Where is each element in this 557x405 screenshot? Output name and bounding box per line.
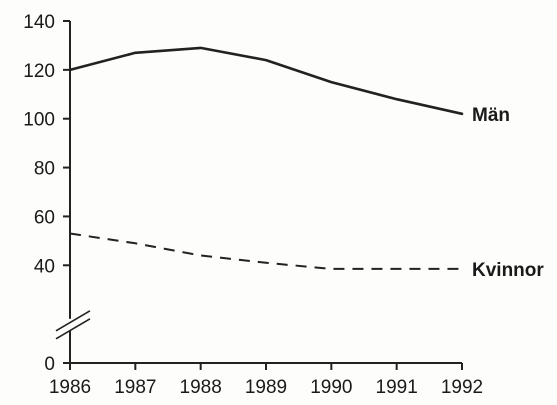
series-label-man: Män xyxy=(472,105,510,126)
axes xyxy=(55,21,462,364)
series-lines xyxy=(68,46,464,270)
x-tick-label: 1987 xyxy=(114,377,156,398)
x-tick-label: 1990 xyxy=(310,377,352,398)
y-axis-break-marker xyxy=(55,310,91,340)
y-axis-ticks: 0 40 60 80 100 120 140 xyxy=(23,12,70,375)
y-tick-label: 40 xyxy=(34,256,55,277)
series-label-kvinnor: Kvinnor xyxy=(472,260,544,281)
y-tick-label: 80 xyxy=(34,159,55,180)
x-tick-label: 1986 xyxy=(49,377,91,398)
y-axis-break-stroke xyxy=(55,310,91,332)
x-tick-label: 1988 xyxy=(180,377,222,398)
x-axis-ticks: 1986 1987 1988 1989 1990 1991 1992 xyxy=(49,363,483,398)
y-tick-label: 100 xyxy=(23,110,55,131)
y-tick-label: 120 xyxy=(23,61,55,82)
y-tick-label: 140 xyxy=(23,12,55,33)
x-tick-label: 1991 xyxy=(376,377,418,398)
series-labels: Män Kvinnor xyxy=(472,105,544,281)
y-tick-label: 0 xyxy=(44,354,55,375)
y-tick-label: 60 xyxy=(34,207,55,228)
series-line-kvinnor xyxy=(69,232,462,270)
y-axis-break-gap xyxy=(66,318,74,331)
y-axis-break-stroke xyxy=(55,318,91,340)
x-tick-label: 1989 xyxy=(245,377,287,398)
x-tick-label: 1992 xyxy=(441,377,483,398)
series-line-man xyxy=(68,46,464,116)
